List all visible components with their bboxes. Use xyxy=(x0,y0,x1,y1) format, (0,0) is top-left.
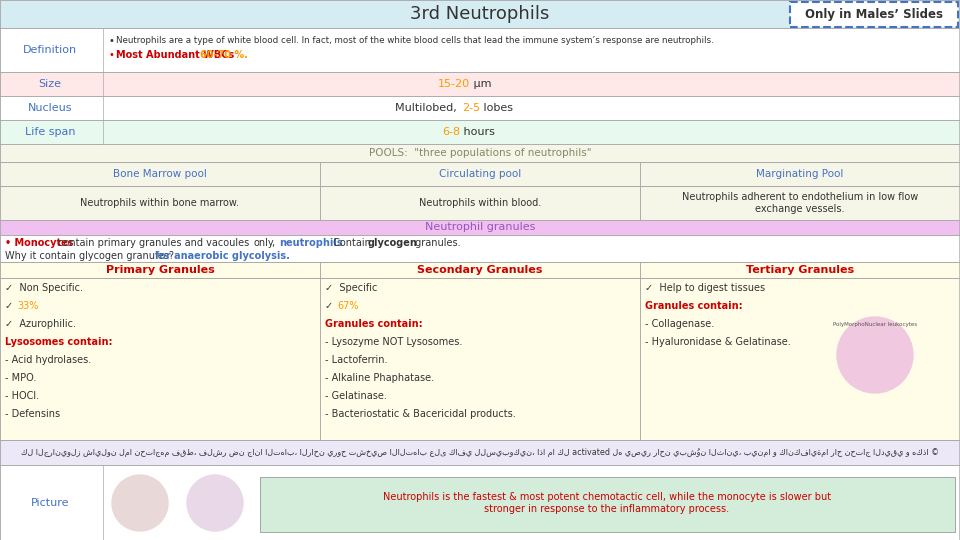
Text: Marginating Pool: Marginating Pool xyxy=(756,169,844,179)
Text: Definition: Definition xyxy=(23,45,77,55)
Text: 15-20: 15-20 xyxy=(438,79,470,89)
Bar xyxy=(0,186,320,220)
Text: neutrophils: neutrophils xyxy=(279,238,343,248)
Text: - Gelatinase.: - Gelatinase. xyxy=(325,391,387,401)
Text: Primary Granules: Primary Granules xyxy=(106,265,214,275)
Text: - Lactoferrin.: - Lactoferrin. xyxy=(325,355,388,365)
Text: - Hyaluronidase & Gelatinase.: - Hyaluronidase & Gelatinase. xyxy=(645,337,791,347)
Text: for anaerobic glycolysis.: for anaerobic glycolysis. xyxy=(155,251,290,261)
Text: Only in Males’ Slides: Only in Males’ Slides xyxy=(805,8,943,21)
Text: ✓  Non Specific.: ✓ Non Specific. xyxy=(5,283,83,293)
Bar xyxy=(790,2,958,27)
Bar xyxy=(640,162,960,186)
Text: - Alkaline Phaphatase.: - Alkaline Phaphatase. xyxy=(325,373,434,383)
Text: Granules contain:: Granules contain: xyxy=(645,301,743,311)
Text: Neutrophils are a type of white blood cell. In fact, most of the white blood cel: Neutrophils are a type of white blood ce… xyxy=(116,36,713,45)
Text: ✓  Azurophilic.: ✓ Azurophilic. xyxy=(5,319,76,329)
Text: POOLS:  "three populations of neutrophils": POOLS: "three populations of neutrophils… xyxy=(369,148,591,158)
Text: μm: μm xyxy=(470,79,492,89)
Text: hours: hours xyxy=(460,127,494,137)
Text: - Bacteriostatic & Bacericidal products.: - Bacteriostatic & Bacericidal products. xyxy=(325,409,516,419)
Text: Most Abundant WBCs: Most Abundant WBCs xyxy=(116,50,241,60)
Text: Neutrophils adherent to endothelium in low flow
exchange vessels.: Neutrophils adherent to endothelium in l… xyxy=(682,192,918,214)
Bar xyxy=(260,477,955,532)
Text: 67%: 67% xyxy=(338,301,359,311)
Text: 6-8: 6-8 xyxy=(442,127,460,137)
Text: Tertiary Granules: Tertiary Granules xyxy=(746,265,854,275)
Text: granules.: granules. xyxy=(412,238,461,248)
Text: Circulating pool: Circulating pool xyxy=(439,169,521,179)
Text: Size: Size xyxy=(38,79,61,89)
Text: - Acid hydrolases.: - Acid hydrolases. xyxy=(5,355,91,365)
Bar xyxy=(320,278,640,440)
Text: ✓: ✓ xyxy=(5,301,19,311)
Text: 2-5: 2-5 xyxy=(462,103,480,113)
Text: lobes: lobes xyxy=(480,103,513,113)
Text: Granules contain:: Granules contain: xyxy=(325,319,422,329)
Bar xyxy=(320,262,640,278)
Circle shape xyxy=(837,317,913,393)
Text: Neutrophil granules: Neutrophil granules xyxy=(425,222,535,233)
Bar xyxy=(640,186,960,220)
Bar xyxy=(0,235,960,262)
Bar xyxy=(640,262,960,278)
Circle shape xyxy=(187,475,243,531)
Text: Picture: Picture xyxy=(31,497,69,508)
Text: Neutrophils within bone marrow.: Neutrophils within bone marrow. xyxy=(81,198,239,208)
Text: •: • xyxy=(108,36,114,46)
Bar xyxy=(0,162,320,186)
Bar xyxy=(0,0,960,28)
Text: - Lysozyme NOT Lysosomes.: - Lysozyme NOT Lysosomes. xyxy=(325,337,463,347)
Text: Life span: Life span xyxy=(25,127,75,137)
Text: Contain: Contain xyxy=(330,238,374,248)
Text: كل الجرانيولز شايلون لما نحتاجهم فقط، فلشر ضن جانا التهاب، الراحن يروح تشخيص الا: كل الجرانيولز شايلون لما نحتاجهم فقط، فل… xyxy=(21,448,939,457)
Bar xyxy=(320,186,640,220)
Bar xyxy=(0,72,960,96)
Bar xyxy=(0,440,960,465)
Text: ✓  Specific: ✓ Specific xyxy=(325,283,377,293)
Bar xyxy=(0,262,320,278)
Bar xyxy=(320,162,640,186)
Bar xyxy=(0,96,960,120)
Text: - HOCl.: - HOCl. xyxy=(5,391,39,401)
Text: Nucleus: Nucleus xyxy=(28,103,72,113)
Text: • Monocytes: • Monocytes xyxy=(5,238,74,248)
Text: 60-70 %.: 60-70 %. xyxy=(200,50,248,60)
Bar xyxy=(0,120,960,144)
Text: - Collagenase.: - Collagenase. xyxy=(645,319,714,329)
Text: Multilobed,: Multilobed, xyxy=(395,103,460,113)
Text: Lysosomes contain:: Lysosomes contain: xyxy=(5,337,112,347)
Text: ,: , xyxy=(272,238,278,248)
Text: - Defensins: - Defensins xyxy=(5,409,60,419)
Text: ✓: ✓ xyxy=(325,301,340,311)
Text: Secondary Granules: Secondary Granules xyxy=(418,265,542,275)
Text: Neutrophils within blood.: Neutrophils within blood. xyxy=(419,198,541,208)
Bar xyxy=(640,278,960,440)
Bar xyxy=(0,144,960,162)
Bar xyxy=(0,465,960,540)
Text: - MPO.: - MPO. xyxy=(5,373,36,383)
Text: ✓  Help to digest tissues: ✓ Help to digest tissues xyxy=(645,283,765,293)
Text: PolyMorphoNuclear leukocytes: PolyMorphoNuclear leukocytes xyxy=(833,322,917,327)
Text: only: only xyxy=(253,238,274,248)
Text: •: • xyxy=(108,50,114,60)
Text: glycogen: glycogen xyxy=(368,238,418,248)
Text: Bone Marrow pool: Bone Marrow pool xyxy=(113,169,207,179)
Bar xyxy=(0,220,960,235)
Text: contain primary granules and vacoules: contain primary granules and vacoules xyxy=(55,238,252,248)
Bar xyxy=(790,2,958,27)
Text: Neutrophils is the fastest & most potent chemotactic cell, while the monocyte is: Neutrophils is the fastest & most potent… xyxy=(383,492,831,514)
Bar xyxy=(0,28,960,72)
Text: 33%: 33% xyxy=(17,301,38,311)
Circle shape xyxy=(112,475,168,531)
Text: Why it contain glycogen granules?: Why it contain glycogen granules? xyxy=(5,251,178,261)
Text: 3rd Neutrophils: 3rd Neutrophils xyxy=(410,5,550,23)
Bar xyxy=(0,278,320,440)
